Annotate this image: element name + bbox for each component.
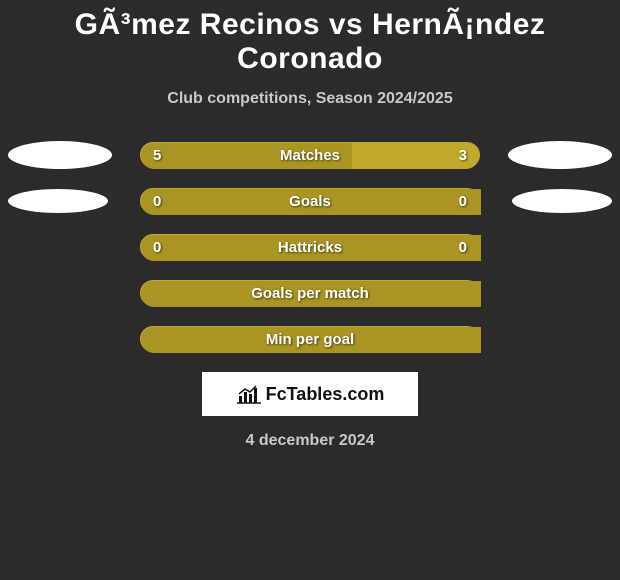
comparison-widget: GÃ³mez Recinos vs HernÃ¡ndez Coronado Cl… (0, 0, 620, 580)
player-right-placeholder (508, 141, 612, 169)
stats-container: 5 3 Matches 0 0 Goals 0 0 (0, 142, 620, 352)
stat-bar: Goals per match (140, 280, 480, 306)
stat-bar-left-fill (141, 143, 354, 169)
brand-inner: FcTables.com (236, 384, 385, 405)
stat-bar-left-fill (141, 189, 481, 215)
player-right-placeholder (512, 189, 612, 213)
stat-row: 5 3 Matches (0, 142, 620, 168)
page-subtitle: Club competitions, Season 2024/2025 (0, 90, 620, 108)
stat-row: 0 0 Goals (0, 188, 620, 214)
date-label: 4 december 2024 (0, 432, 620, 450)
brand-text: FcTables.com (266, 384, 385, 405)
player-left-placeholder (8, 189, 108, 213)
stat-bar-left-fill (141, 281, 481, 307)
stat-bar: Min per goal (140, 326, 480, 352)
stat-bar-left-fill (141, 235, 481, 261)
stat-row: 0 0 Hattricks (0, 234, 620, 260)
stat-bar: 0 0 Hattricks (140, 234, 480, 260)
page-title: GÃ³mez Recinos vs HernÃ¡ndez Coronado (0, 0, 620, 76)
stat-bar: 5 3 Matches (140, 142, 480, 168)
stat-bar-left-fill (141, 327, 481, 353)
stat-row: Min per goal (0, 326, 620, 352)
bar-chart-icon (236, 384, 262, 404)
brand-box[interactable]: FcTables.com (202, 372, 418, 416)
stat-row: Goals per match (0, 280, 620, 306)
stat-bar: 0 0 Goals (140, 188, 480, 214)
stat-bar-right-fill (352, 143, 480, 169)
player-left-placeholder (8, 141, 112, 169)
